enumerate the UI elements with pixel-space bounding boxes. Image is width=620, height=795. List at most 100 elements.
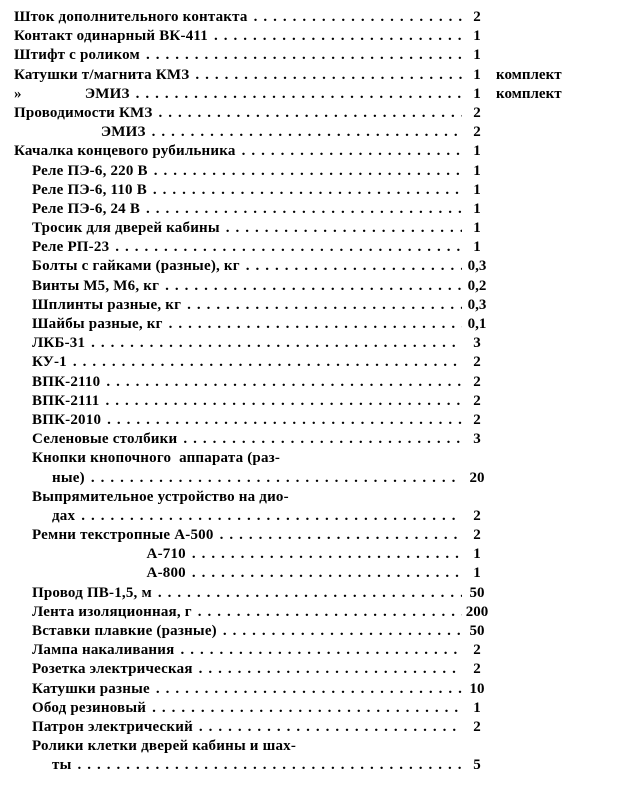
item-label: Реле ПЭ-6, 220 В <box>32 162 154 181</box>
list-item: А-7101 <box>14 545 606 564</box>
list-item: Патрон электрический2 <box>14 718 606 737</box>
item-label: ЭМИЗ <box>14 123 152 142</box>
leader-dots <box>106 373 462 392</box>
item-label: Шайбы разные, кг <box>32 315 169 334</box>
item-value: 1 <box>462 238 492 257</box>
list-item: Ремни текстропные А-500 2 <box>14 526 606 545</box>
item-label: Лента изоляционная, г <box>32 603 198 622</box>
list-item: Реле ПЭ-6, 24 В1 <box>14 200 606 219</box>
list-item: ВПК-2110 2 <box>14 373 606 392</box>
item-value: 2 <box>462 8 492 27</box>
item-label: Обод резиновый <box>32 699 152 718</box>
item-value: 1 <box>462 219 492 238</box>
item-label: Реле РП-23 <box>32 238 115 257</box>
leader-dots <box>77 756 462 775</box>
item-label: Шток дополнительного контакта <box>14 8 254 27</box>
item-value: 1 <box>462 85 492 104</box>
list-item: Лампа накаливания 2 <box>14 641 606 660</box>
parts-list: Шток дополнительного контакта2Контакт од… <box>14 8 606 776</box>
leader-dots <box>198 603 462 622</box>
item-value: 50 <box>462 584 492 603</box>
list-item: Болты с гайками (разные), кг0,3 <box>14 257 606 276</box>
leader-dots <box>246 257 462 276</box>
item-value: 2 <box>462 526 492 545</box>
item-label: Выпрямительное устройство на дио- <box>32 488 295 507</box>
leader-dots <box>106 392 463 411</box>
item-label: Шплинты разные, кг <box>32 296 187 315</box>
list-item: Розетка электрическая2 <box>14 660 606 679</box>
leader-dots <box>183 430 462 449</box>
item-label: ВПК-2111 <box>32 392 106 411</box>
item-label: ВПК-2110 <box>32 373 106 392</box>
list-item: Реле ПЭ-6, 110 В1 <box>14 181 606 200</box>
list-item: Кнопки кнопочного аппарата (раз- <box>14 449 606 468</box>
leader-dots <box>187 296 462 315</box>
item-label: Ролики клетки дверей кабины и шах- <box>32 737 302 756</box>
item-value: 2 <box>462 104 492 123</box>
item-value: 2 <box>462 373 492 392</box>
item-value: 2 <box>462 392 492 411</box>
leader-dots <box>192 545 462 564</box>
leader-dots <box>192 564 462 583</box>
list-item: А-800 1 <box>14 564 606 583</box>
item-value: 1 <box>462 46 492 65</box>
item-label: ВПК-2010 <box>32 411 107 430</box>
item-value: 2 <box>462 353 492 372</box>
leader-dots <box>91 334 462 353</box>
item-value: 0,3 <box>462 296 492 315</box>
leader-dots <box>146 46 462 65</box>
leader-dots <box>136 85 462 104</box>
item-label: Вставки плавкие (разные) <box>32 622 223 641</box>
leader-dots <box>156 680 462 699</box>
list-item: Вставки плавкие (разные)50 <box>14 622 606 641</box>
item-value: 2 <box>462 507 492 526</box>
list-item: ЭМИЗ 2 <box>14 123 606 142</box>
leader-dots <box>220 526 462 545</box>
leader-dots <box>159 104 462 123</box>
list-item: Обод резиновый1 <box>14 699 606 718</box>
item-label: Контакт одинарный ВК-411 <box>14 27 214 46</box>
list-item: Провод ПВ-1,5, м50 <box>14 584 606 603</box>
item-value: 2 <box>462 123 492 142</box>
item-value: 1 <box>462 162 492 181</box>
item-label: ты <box>32 756 77 775</box>
list-item: Катушки т/магнита КМЗ1комплект <box>14 66 606 85</box>
item-value: 0,3 <box>462 257 492 276</box>
leader-dots <box>195 66 462 85</box>
list-item: Шайбы разные, кг 0,1 <box>14 315 606 334</box>
item-value: 0,1 <box>462 315 492 334</box>
item-label: Патрон электрический <box>32 718 199 737</box>
list-item: Выпрямительное устройство на дио- <box>14 488 606 507</box>
list-item: Селеновые столбики3 <box>14 430 606 449</box>
item-label: дах <box>32 507 81 526</box>
leader-dots <box>107 411 462 430</box>
item-label: А-800 <box>32 564 192 583</box>
item-label: Тросик для дверей кабины <box>32 219 226 238</box>
leader-dots <box>146 200 462 219</box>
leader-dots <box>158 584 462 603</box>
item-value: 1 <box>462 181 492 200</box>
leader-dots <box>223 622 462 641</box>
item-value: 1 <box>462 564 492 583</box>
list-item: Тросик для дверей кабины 1 <box>14 219 606 238</box>
list-item: ВПК-2111 2 <box>14 392 606 411</box>
list-item: Лента изоляционная, г200 <box>14 603 606 622</box>
item-label: Катушки разные <box>32 680 156 699</box>
item-value: 2 <box>462 641 492 660</box>
leader-dots <box>91 469 462 488</box>
item-label: Проводимости КМЗ <box>14 104 159 123</box>
list-item: Катушки разные10 <box>14 680 606 699</box>
item-label: Лампа накаливания <box>32 641 180 660</box>
item-unit: комплект <box>492 66 606 85</box>
item-value: 1 <box>462 545 492 564</box>
leader-dots <box>152 123 462 142</box>
list-item: ные)20 <box>14 469 606 488</box>
item-label: Ремни текстропные А-500 <box>32 526 220 545</box>
item-value: 0,2 <box>462 277 492 296</box>
leader-dots <box>214 27 462 46</box>
item-label: » ЭМИЗ <box>14 85 136 104</box>
item-label: Катушки т/магнита КМЗ <box>14 66 195 85</box>
list-item: Реле ПЭ-6, 220 В 1 <box>14 162 606 181</box>
list-item: Контакт одинарный ВК-4111 <box>14 27 606 46</box>
list-item: ВПК-20102 <box>14 411 606 430</box>
